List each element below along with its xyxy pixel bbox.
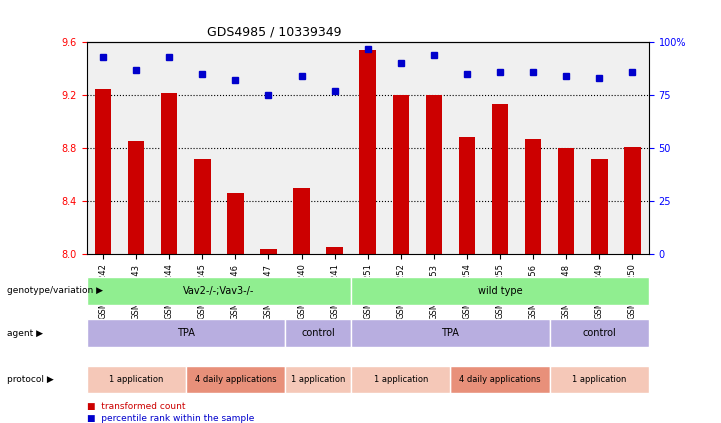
- Text: ■  percentile rank within the sample: ■ percentile rank within the sample: [87, 414, 254, 423]
- Bar: [525, 139, 541, 254]
- Text: 4 daily applications: 4 daily applications: [195, 375, 276, 384]
- Text: TPA: TPA: [441, 328, 459, 338]
- Text: control: control: [583, 328, 616, 338]
- Bar: [161, 93, 177, 254]
- Bar: [260, 249, 277, 254]
- Bar: [128, 141, 144, 254]
- Bar: [392, 95, 409, 254]
- Text: 4 daily applications: 4 daily applications: [459, 375, 541, 384]
- Bar: [492, 104, 508, 254]
- Text: 1 application: 1 application: [572, 375, 627, 384]
- Bar: [360, 50, 376, 254]
- Text: wild type: wild type: [478, 286, 522, 296]
- Bar: [327, 247, 343, 254]
- Bar: [227, 193, 244, 254]
- Bar: [425, 95, 442, 254]
- Text: 1 application: 1 application: [291, 375, 345, 384]
- Text: 1 application: 1 application: [373, 375, 428, 384]
- Text: 1 application: 1 application: [109, 375, 164, 384]
- Bar: [624, 147, 641, 254]
- Text: Vav2-/-;Vav3-/-: Vav2-/-;Vav3-/-: [183, 286, 255, 296]
- Bar: [94, 88, 111, 254]
- Bar: [194, 159, 211, 254]
- Text: agent ▶: agent ▶: [7, 329, 43, 338]
- Bar: [558, 148, 575, 254]
- Text: control: control: [301, 328, 335, 338]
- Text: ■  transformed count: ■ transformed count: [87, 401, 185, 411]
- Text: TPA: TPA: [177, 328, 195, 338]
- Bar: [591, 159, 608, 254]
- Text: protocol ▶: protocol ▶: [7, 375, 54, 384]
- Bar: [293, 188, 310, 254]
- Text: GDS4985 / 10339349: GDS4985 / 10339349: [207, 25, 341, 38]
- Text: genotype/variation ▶: genotype/variation ▶: [7, 286, 103, 295]
- Bar: [459, 137, 475, 254]
